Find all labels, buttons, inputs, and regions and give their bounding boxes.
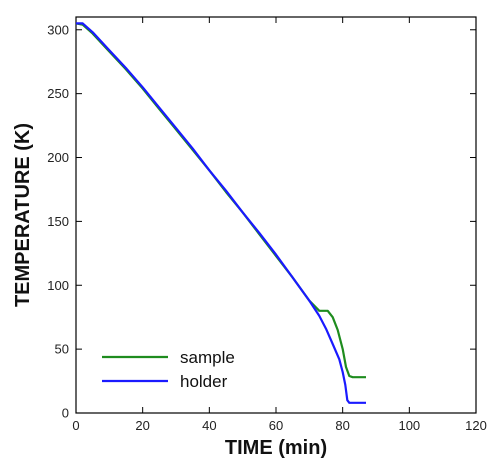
- series-line-holder: [76, 22, 366, 404]
- series-lines: [75, 22, 366, 404]
- axis-ticks: 0 20 40 60 80 100 120 0 50 100 150 200 250 300: [47, 17, 487, 433]
- x-axis-title: TIME (min): [225, 437, 327, 459]
- x-tick-label: 0: [72, 418, 79, 433]
- y-axis-title: TEMPERATURE (K): [12, 123, 34, 307]
- x-tick-label: 40: [202, 418, 216, 433]
- y-tick-label: 0: [62, 406, 69, 421]
- y-tick-label: 50: [55, 342, 69, 357]
- y-tick-label: 150: [47, 214, 69, 229]
- y-tick-label: 250: [47, 86, 69, 101]
- x-tick-label: 60: [269, 418, 283, 433]
- x-tick-label: 20: [135, 418, 149, 433]
- x-tick-label: 100: [398, 418, 420, 433]
- legend-label-sample: sample: [180, 348, 235, 367]
- y-tick-label: 100: [47, 278, 69, 293]
- plot-area: [75, 16, 477, 414]
- plot-frame: [75, 16, 477, 414]
- legend: sample holder: [102, 348, 235, 391]
- x-tick-label: 120: [465, 418, 487, 433]
- x-tick-label: 80: [335, 418, 349, 433]
- y-tick-label: 300: [47, 22, 69, 37]
- y-tick-label: 200: [47, 150, 69, 165]
- legend-label-holder: holder: [180, 372, 228, 391]
